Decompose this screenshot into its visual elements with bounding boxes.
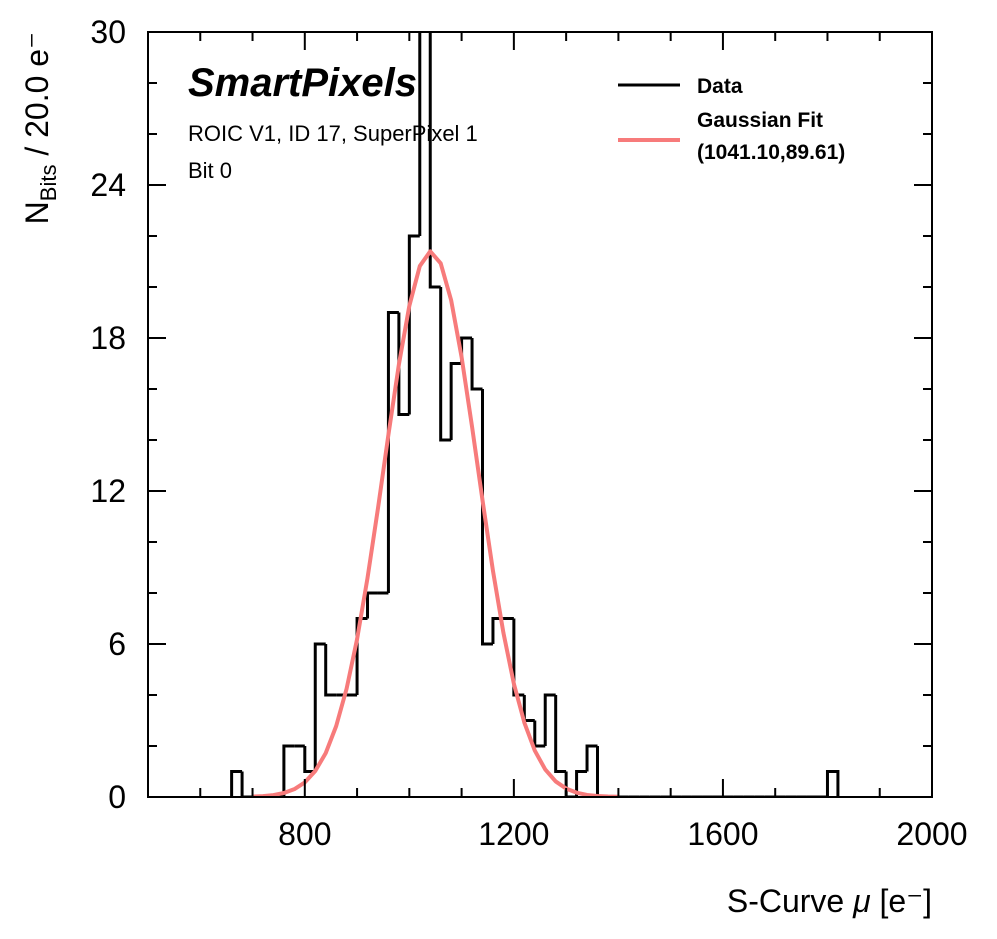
histogram-bin [418, 32, 422, 236]
histogram-bin [386, 311, 399, 593]
histogram-bin [554, 695, 567, 773]
x-tick-label: 2000 [896, 816, 967, 852]
histogram-bin [303, 746, 316, 773]
histogram-bin [355, 617, 368, 695]
histogram-bin [366, 591, 378, 619]
x-axis-label-part: μ [852, 883, 871, 919]
fit-curve [252, 249, 619, 797]
plot-area [230, 32, 840, 797]
histogram-bin [230, 770, 243, 797]
histogram-bin [407, 234, 420, 415]
histogram-bin [585, 744, 598, 772]
histogram-bin [397, 312, 410, 416]
y-tick-label: 18 [90, 320, 126, 356]
histogram-bin [324, 644, 337, 697]
histogram-bin [533, 720, 546, 748]
y-tick-label: 12 [90, 473, 126, 509]
y-tick-label: 0 [108, 779, 126, 815]
histogram-bin [595, 746, 608, 797]
x-axis-label-part: [e⁻] [871, 883, 932, 919]
histogram-bin [825, 770, 840, 797]
histogram-bin [439, 287, 452, 442]
x-axis-label-part: S-Curve [727, 883, 853, 919]
legend-label: Data [697, 75, 743, 98]
histogram-bin [522, 695, 535, 722]
histogram-bin [449, 362, 462, 440]
x-tick-label: 1600 [687, 816, 758, 852]
annotation: Bit 0 [188, 158, 232, 183]
x-axis-label: S-Curve μ [e⁻] [727, 883, 932, 919]
histogram-bin [512, 618, 525, 697]
histogram-bin [564, 771, 577, 797]
histogram-bin [470, 338, 483, 391]
y-axis-label-part: N [19, 201, 55, 224]
histogram-bin [282, 744, 295, 797]
y-axis-label-part: / 20.0 e⁻ [19, 32, 55, 165]
x-tick-label: 800 [278, 816, 331, 852]
y-axis-label-part: Bits [36, 165, 61, 202]
y-tick-label: 24 [90, 167, 126, 203]
x-tick-label: 1200 [478, 816, 549, 852]
y-tick-label: 6 [108, 626, 126, 662]
chart-title: SmartPixels [188, 61, 417, 105]
legend-label: Gaussian Fit [697, 109, 823, 132]
annotation: ROIC V1, ID 17, SuperPixel 1 [188, 121, 478, 146]
axes-frame [147, 31, 933, 798]
y-tick-label: 30 [90, 14, 126, 50]
histogram-bin [240, 771, 253, 797]
histogram-bin [575, 770, 588, 797]
histogram-bin [313, 642, 326, 772]
histogram-bin [481, 389, 493, 646]
y-axis-label: NBits / 20.0 e⁻ [19, 32, 61, 224]
histogram-bin [428, 32, 441, 289]
histogram-bin [543, 693, 556, 746]
legend-label: (1041.10,89.61) [697, 141, 845, 164]
